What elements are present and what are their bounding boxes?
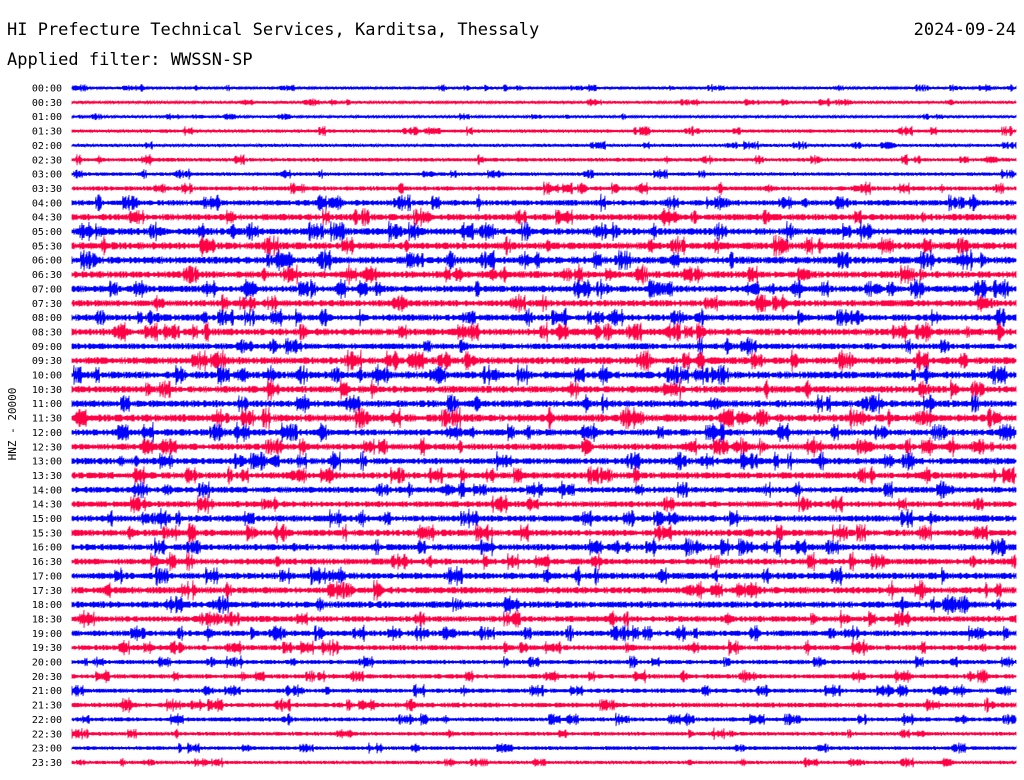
row-time-label: 02:00 xyxy=(32,141,62,152)
seismic-trace xyxy=(71,207,1017,227)
row-time-label: 11:30 xyxy=(32,414,62,425)
row-time-label: 19:30 xyxy=(32,643,62,654)
row-time-label: 15:30 xyxy=(32,528,62,539)
row-time-label: 09:00 xyxy=(32,342,62,353)
row-time-label: 12:00 xyxy=(32,428,62,439)
seismic-trace xyxy=(71,193,1017,212)
seismic-trace xyxy=(71,140,1017,151)
row-time-label: 17:30 xyxy=(32,586,62,597)
seismic-trace xyxy=(71,465,1017,486)
row-time-label: 23:00 xyxy=(32,744,62,755)
seismic-trace xyxy=(71,565,1017,587)
row-time-label: 22:30 xyxy=(32,729,62,740)
row-time-label: 21:30 xyxy=(32,701,62,712)
seismic-trace xyxy=(71,669,1017,684)
page-title: HI Prefecture Technical Services, Kardit… xyxy=(7,20,540,40)
row-time-label: 22:00 xyxy=(32,715,62,726)
row-time-label: 16:30 xyxy=(32,557,62,568)
seismic-trace xyxy=(71,407,1017,430)
row-time-label: 08:30 xyxy=(32,327,62,338)
row-time-label: 04:00 xyxy=(32,198,62,209)
seismic-trace xyxy=(71,263,1017,286)
row-time-label: 03:30 xyxy=(32,184,62,195)
row-time-label: 18:30 xyxy=(32,614,62,625)
row-time-label: 13:00 xyxy=(32,457,62,468)
row-time-label: 19:00 xyxy=(32,629,62,640)
row-time-label: 14:00 xyxy=(32,485,62,496)
seismic-trace xyxy=(71,480,1017,500)
seismic-trace xyxy=(71,364,1017,386)
row-time-label: 10:30 xyxy=(32,385,62,396)
row-time-label: 03:00 xyxy=(32,170,62,181)
row-time-label: 10:00 xyxy=(32,371,62,382)
row-time-label: 15:00 xyxy=(32,514,62,525)
seismic-trace xyxy=(71,220,1017,243)
row-time-label: 12:30 xyxy=(32,442,62,453)
seismic-trace xyxy=(71,293,1017,313)
seismic-trace xyxy=(71,278,1017,300)
filter-label: Applied filter: WWSSN-SP xyxy=(7,50,253,70)
row-time-label: 11:00 xyxy=(32,399,62,410)
row-time-label: 14:30 xyxy=(32,500,62,511)
seismic-trace xyxy=(71,421,1017,443)
seismic-trace xyxy=(71,579,1017,601)
trace-rows: 00:00 00:30 01:00 01:30 02:00 02:30 03:00 03:30… xyxy=(32,84,1017,769)
row-time-label: 00:00 xyxy=(32,84,62,95)
seismic-trace xyxy=(71,321,1017,343)
seismic-trace xyxy=(71,181,1017,196)
seismic-trace xyxy=(71,234,1017,257)
seismic-trace xyxy=(71,450,1017,472)
row-time-label: 05:30 xyxy=(32,241,62,252)
row-time-label: 06:00 xyxy=(32,256,62,267)
row-time-label: 04:30 xyxy=(32,213,62,224)
seismic-trace xyxy=(71,378,1017,401)
seismic-trace xyxy=(71,393,1017,415)
seismic-trace xyxy=(71,494,1017,515)
row-time-label: 02:30 xyxy=(32,155,62,166)
row-time-label: 09:30 xyxy=(32,356,62,367)
seismic-trace xyxy=(71,624,1017,642)
row-time-label: 16:00 xyxy=(32,543,62,554)
seismic-trace xyxy=(71,307,1017,328)
seismic-trace xyxy=(71,655,1017,669)
seismic-trace xyxy=(71,697,1017,713)
row-time-label: 20:30 xyxy=(32,672,62,683)
date-label: 2024-09-24 xyxy=(913,20,1016,40)
seismic-trace xyxy=(71,683,1017,698)
row-time-label: 18:00 xyxy=(32,600,62,611)
seismic-trace xyxy=(71,639,1017,657)
row-time-label: 08:00 xyxy=(32,313,62,324)
seismic-trace xyxy=(71,349,1017,372)
channel-label: HNZ - 20000 xyxy=(6,388,19,461)
seismic-trace xyxy=(71,712,1017,727)
seismic-trace xyxy=(71,551,1017,572)
row-time-label: 17:00 xyxy=(32,571,62,582)
seismic-trace xyxy=(71,727,1017,741)
seismic-trace xyxy=(71,154,1017,166)
row-time-label: 01:00 xyxy=(32,112,62,123)
row-time-label: 20:00 xyxy=(32,658,62,669)
row-time-label: 06:30 xyxy=(32,270,62,281)
seismic-trace xyxy=(71,436,1017,458)
seismic-trace xyxy=(71,537,1017,558)
seismic-trace xyxy=(71,742,1017,754)
seismic-trace xyxy=(71,594,1017,615)
row-time-label: 13:30 xyxy=(32,471,62,482)
row-time-label: 07:30 xyxy=(32,299,62,310)
seismic-trace xyxy=(71,249,1017,272)
row-time-label: 21:00 xyxy=(32,686,62,697)
seismic-trace xyxy=(71,336,1017,356)
row-time-label: 01:30 xyxy=(32,127,62,138)
seismic-trace xyxy=(71,125,1017,137)
row-time-label: 07:00 xyxy=(32,284,62,295)
seismic-trace xyxy=(71,522,1017,544)
seismic-trace xyxy=(71,609,1017,629)
row-time-label: 05:00 xyxy=(32,227,62,238)
seismic-trace xyxy=(71,508,1017,529)
row-time-label: 00:30 xyxy=(32,98,62,109)
row-time-label: 23:30 xyxy=(32,758,62,769)
